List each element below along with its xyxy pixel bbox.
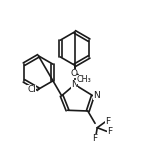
Text: F: F [92,134,98,143]
Text: O: O [70,69,78,78]
Text: F: F [105,117,110,126]
Text: CH₃: CH₃ [77,75,92,84]
Text: N: N [71,80,78,89]
Text: N: N [93,91,100,100]
Text: F: F [107,127,112,136]
Text: Cl: Cl [27,85,36,94]
